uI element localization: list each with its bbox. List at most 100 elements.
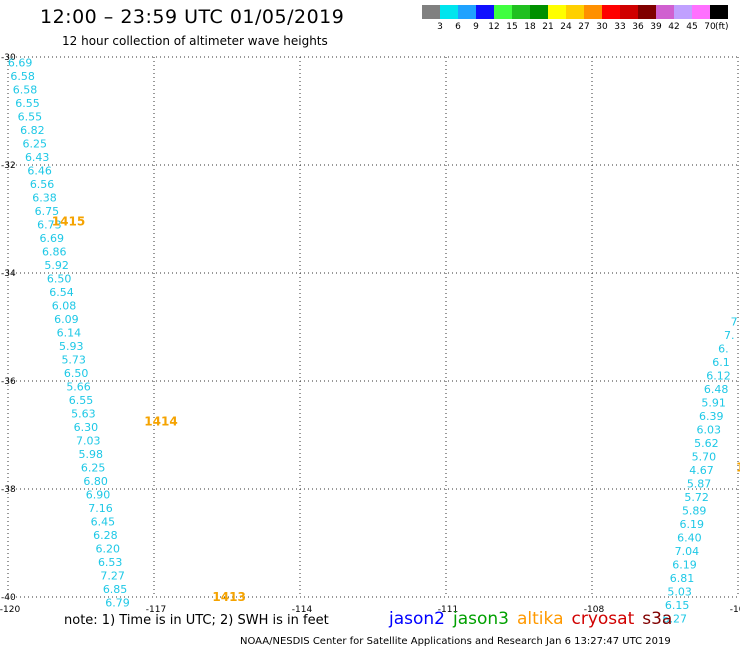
swh-value: 6. (718, 343, 729, 356)
swh-value: 6.45 (91, 515, 116, 528)
legend-swatch (458, 5, 476, 19)
legend-label: 33 (614, 22, 626, 32)
swh-value: 7.16 (88, 502, 113, 515)
swh-value: 6.55 (69, 394, 94, 407)
lon-tick-label: -117 (146, 605, 166, 615)
swh-value: 7 (731, 316, 738, 329)
swh-value: 6.27 (662, 613, 687, 626)
legend-swatch (566, 5, 584, 19)
swh-value: 6.40 (677, 532, 702, 545)
legend-swatch (512, 5, 530, 19)
swh-value: 6.53 (98, 556, 123, 569)
swh-value: 6.28 (93, 529, 118, 542)
swh-value: 6.09 (54, 313, 79, 326)
satellite-name-cryosat: cryosat (571, 609, 635, 629)
credit-line: NOAA/NESDIS Center for Satellite Applica… (240, 636, 671, 647)
swh-value: 6.86 (42, 245, 67, 258)
swh-value: 6.14 (57, 326, 82, 339)
legend-swatch (584, 5, 602, 19)
lat-tick-label: -32 (1, 161, 16, 171)
lat-tick-label: -36 (1, 377, 16, 387)
swh-value: 6.43 (25, 151, 50, 164)
swh-value: 6.85 (103, 583, 128, 596)
swh-value: 6.25 (23, 137, 48, 150)
lat-tick-label: -40 (1, 593, 16, 603)
legend-label: 12 (488, 22, 500, 32)
lon-tick-label: -105 (730, 605, 740, 615)
swh-value: 7.27 (100, 569, 125, 582)
pass-time-label: 1 (736, 460, 740, 474)
lon-tick-label: -114 (292, 605, 313, 615)
swh-value: 5.89 (682, 505, 707, 518)
swh-value: 6.50 (64, 367, 89, 380)
swh-value: 6.25 (81, 461, 106, 474)
swh-value: 6.82 (20, 124, 45, 137)
legend-swatch (602, 5, 620, 19)
swh-value: 6.48 (704, 383, 729, 396)
swh-value: 7.04 (675, 545, 700, 558)
legend-label: 21 (542, 22, 554, 32)
lat-lon-grid (7, 56, 739, 598)
swh-value: 5.66 (66, 380, 91, 393)
legend-label: 45 (686, 22, 698, 32)
swh-value: 5.91 (701, 397, 726, 410)
swh-value: 6.79 (105, 596, 130, 609)
legend-label: 27 (578, 22, 590, 32)
lat-tick-label: -30 (1, 53, 16, 63)
swh-value: 6.19 (672, 559, 697, 572)
pass-time-label: 1415 (52, 215, 85, 229)
lat-tick-label: -38 (1, 485, 16, 495)
legend-label: 6 (455, 22, 461, 32)
swh-value: 6.55 (18, 110, 43, 123)
swh-value: 5.62 (694, 437, 719, 450)
satellite-legend: jason2 jason3 altika cryosat s3a (389, 609, 680, 629)
legend-swatch (548, 5, 566, 19)
swh-value: 6.58 (13, 83, 38, 96)
legend-swatch (494, 5, 512, 19)
swh-value: 6.08 (52, 299, 77, 312)
swh-value: 5.98 (78, 448, 103, 461)
legend-label: 24 (560, 22, 572, 32)
swh-value: 6.39 (699, 410, 724, 423)
swh-value: 6.19 (680, 518, 705, 531)
swh-value: 6.46 (27, 164, 52, 177)
legend-label: 3 (437, 22, 443, 32)
swh-value: 5.73 (61, 353, 86, 366)
legend-swatch (530, 5, 548, 19)
legend-swatch (692, 5, 710, 19)
satellite-name-altika: altika (517, 609, 564, 629)
pass-time-label: 1413 (212, 590, 245, 604)
swh-value: 6.56 (30, 178, 55, 191)
satellite-name-s3a: s3a (642, 609, 673, 629)
swh-value: 6.38 (32, 191, 57, 204)
swh-value: 6.80 (83, 475, 108, 488)
satellite-name-jason2: jason2 (389, 609, 445, 629)
altimeter-tracks: 6.696.586.586.556.556.826.256.436.466.56… (8, 56, 740, 625)
swh-value: 6.54 (49, 286, 74, 299)
swh-value: 6.73 (37, 218, 62, 231)
legend-swatch (674, 5, 692, 19)
legend-label: 18 (524, 22, 536, 32)
swh-value: 5.87 (687, 478, 712, 491)
swh-value: 6.75 (35, 205, 60, 218)
swh-value: 6.30 (74, 421, 99, 434)
swh-value: 6.15 (665, 599, 690, 612)
swh-value: 6.55 (15, 97, 40, 110)
legend-label: 36 (632, 22, 644, 32)
map-title: 12:00 – 23:59 UTC 01/05/2019 (40, 6, 345, 28)
legend-label: 39 (650, 22, 662, 32)
swh-value: 5.93 (59, 340, 84, 353)
lon-tick-label: -108 (584, 605, 605, 615)
swh-value: 6.81 (670, 572, 695, 585)
swh-value: 6.58 (10, 70, 35, 83)
legend-label: 70 (704, 22, 716, 32)
legend-swatch (440, 5, 458, 19)
swh-value: 7. (724, 329, 735, 342)
legend-swatch (710, 5, 728, 19)
axis-tick-labels: -120 -117 -114 -111 -108 -105 -30 -32 -34 -36 -38 -… (0, 53, 740, 615)
legend-label: 15 (506, 22, 518, 32)
swh-value: 5.92 (44, 259, 69, 272)
footer-note: note: 1) Time is in UTC; 2) SWH is in fe… (64, 613, 329, 628)
swh-value: 6.03 (697, 424, 722, 437)
swh-value: 6.50 (47, 272, 72, 285)
